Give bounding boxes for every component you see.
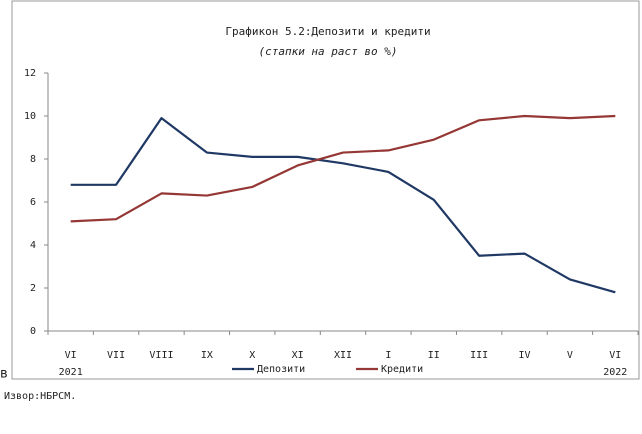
y-tick-label: 4 — [30, 240, 36, 251]
source-note: Извор:НБРСМ. — [4, 391, 76, 402]
y-tick-label: 12 — [24, 68, 36, 79]
data-line — [70, 117, 616, 294]
x-tick-label: XII — [334, 350, 352, 361]
x-tick-label: IV — [519, 350, 531, 361]
legend-label: Кредити — [381, 364, 423, 375]
x-tick-label: II — [428, 350, 440, 361]
text-fragment: в — [0, 367, 8, 382]
x-year-label: 2021 — [59, 367, 83, 378]
y-tick-label: 6 — [30, 197, 36, 208]
y-tick-label: 10 — [24, 111, 36, 122]
x-tick-label: III — [470, 350, 488, 361]
x-tick-label: IX — [201, 350, 213, 361]
x-tick-label: VI — [65, 350, 77, 361]
chart-frame — [11, 0, 640, 380]
x-tick-label: XI — [292, 350, 304, 361]
legend-label: Депозити — [257, 364, 305, 375]
x-year-label: 2022 — [603, 367, 627, 378]
x-tick-label: VIII — [149, 350, 173, 361]
x-tick-label: VII — [107, 350, 125, 361]
x-tick-label: X — [249, 350, 255, 361]
x-tick-label: I — [385, 350, 391, 361]
x-tick-label: VI — [609, 350, 621, 361]
y-tick-label: 2 — [30, 283, 36, 294]
x-tick-label: V — [567, 350, 573, 361]
y-tick-label: 0 — [30, 326, 36, 337]
chart-title: Графикон 5.2:Депозити и кредити — [225, 25, 430, 38]
data-line — [70, 114, 616, 223]
y-tick-label: 8 — [30, 154, 36, 165]
chart-subtitle: (стапки на раст во %) — [258, 45, 397, 58]
